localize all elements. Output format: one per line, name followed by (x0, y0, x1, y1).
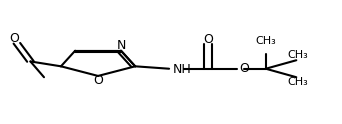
Text: O: O (9, 32, 19, 45)
Text: CH₃: CH₃ (288, 50, 308, 60)
Text: N: N (116, 39, 126, 52)
Text: O: O (203, 32, 213, 46)
Text: CH₃: CH₃ (288, 77, 308, 87)
Text: O: O (240, 62, 250, 75)
Text: NH: NH (172, 63, 191, 76)
Text: O: O (93, 74, 103, 87)
Text: CH₃: CH₃ (255, 36, 276, 46)
